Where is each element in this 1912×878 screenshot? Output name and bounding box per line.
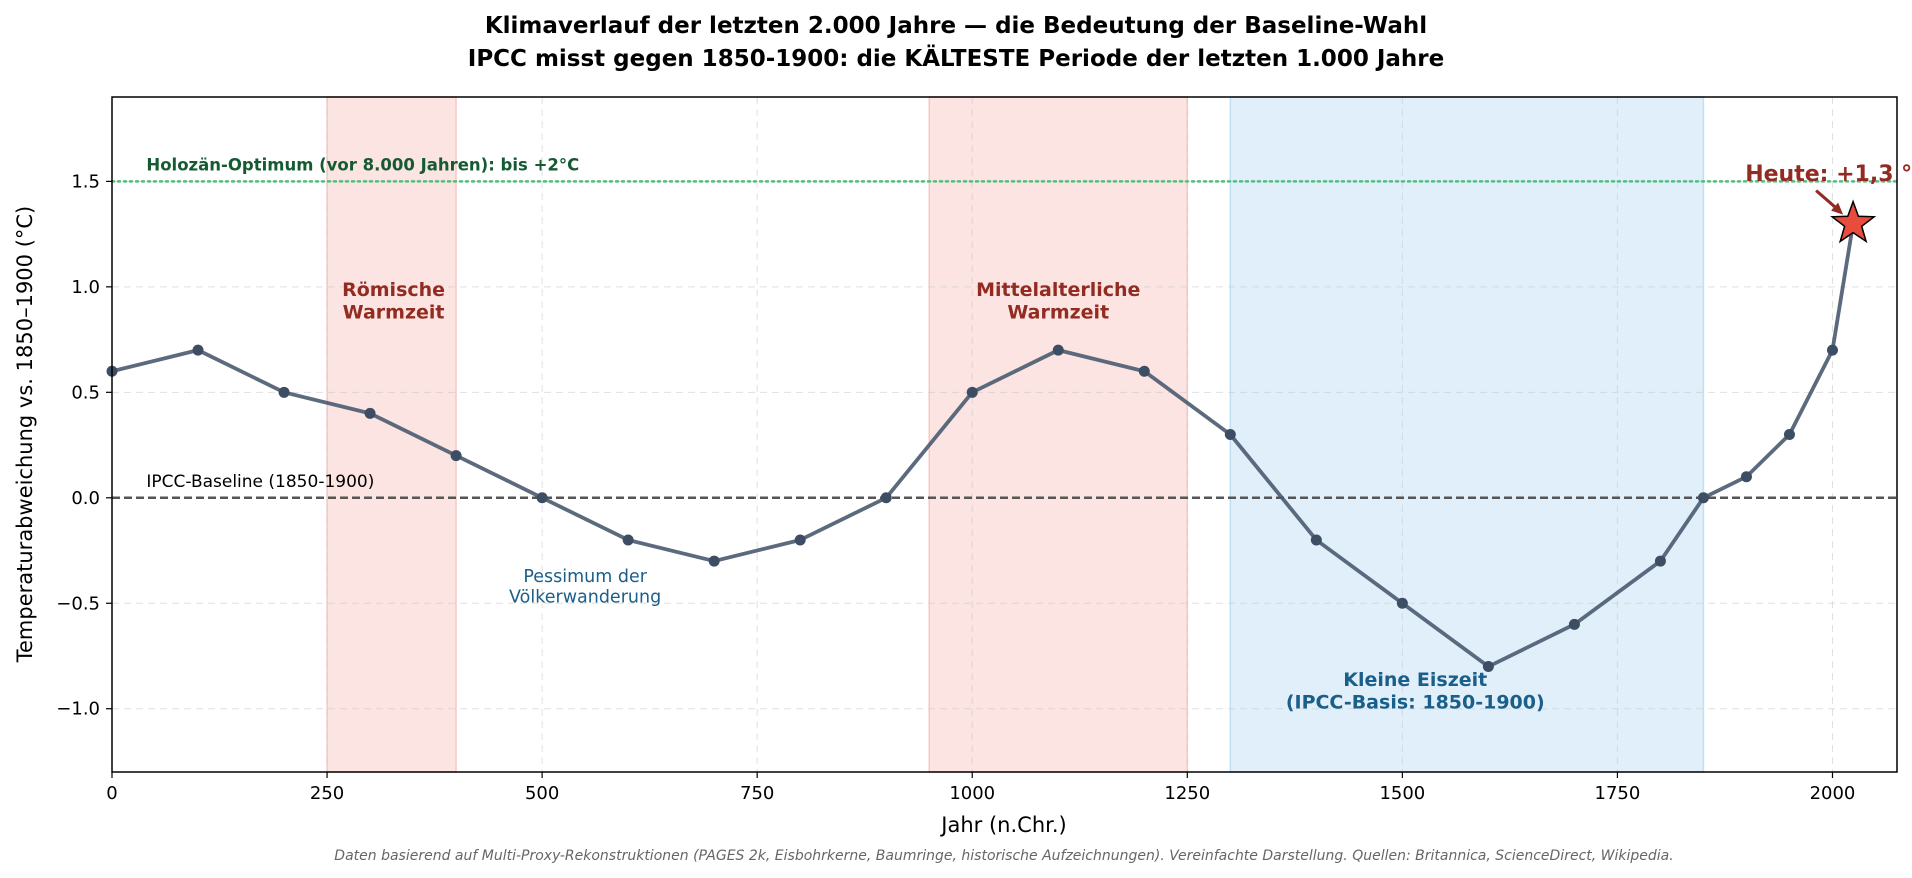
data-point [1482,661,1494,673]
data-point [536,492,548,504]
annotation-pessimum: Pessimum der Völkerwanderung [509,567,661,608]
data-point [278,386,290,398]
x-tick-label: 750 [740,783,774,804]
label-ipcc-baseline: IPCC-Baseline (1850-1900) [146,472,374,492]
x-axis-label: Jahr (n.Chr.) [939,813,1066,837]
x-tick-label: 2000 [1810,783,1856,804]
data-point [1396,597,1408,609]
data-point [1052,344,1064,356]
label-kleine-eiszeit: Kleine Eiszeit (IPCC-Basis: 1850-1900) [1286,669,1545,713]
span-roemische-warmzeit [326,96,457,773]
y-tick-label: −1.0 [56,699,100,720]
data-point [192,344,204,356]
y-tick-label: −0.5 [56,593,100,614]
data-point [1310,534,1322,546]
data-point [1654,555,1666,567]
x-tick-label: 1500 [1379,783,1425,804]
data-point [1826,344,1838,356]
series-line [111,223,1856,669]
data-point [622,534,634,546]
label-holozaen-optimum: Holozän-Optimum (vor 8.000 Jahren): bis … [146,155,579,174]
y-tick-label: 1.0 [71,277,100,298]
data-point [1740,471,1752,483]
data-point [1138,365,1150,377]
chart-subtitle: IPCC misst gegen 1850-1900: die KÄLTESTE… [468,44,1444,72]
annotation-heute: Heute: +1,3 °C [1745,162,1912,187]
data-point [1224,429,1236,440]
data-point [1697,492,1709,504]
y-tick-label: 0.0 [71,488,100,509]
span-mittelalterliche-warmzeit [928,96,1189,773]
data-point [966,386,978,398]
data-point [1783,429,1795,440]
label-roemische-warmzeit: Römische Warmzeit [342,279,445,323]
x-tick-label: 0 [106,783,117,804]
x-tick-label: 250 [310,783,344,804]
annotation-arrowhead [1831,202,1844,215]
x-tick-label: 500 [525,783,559,804]
span-kleine-eiszeit [1229,96,1705,773]
x-tick-label: 1250 [1164,783,1210,804]
label-mittelalterliche-warmzeit: Mittelalterliche Warmzeit [976,279,1140,323]
data-point [1568,618,1580,630]
data-point [794,534,806,546]
data-point [450,450,462,462]
footnote: Daten basierend auf Multi-Proxy-Rekonstr… [334,848,1673,864]
x-tick-label: 1750 [1595,783,1641,804]
y-axis-label: Temperaturabweichung vs. 1850–1900 (°C) [13,206,37,664]
x-tick-label: 1000 [949,783,995,804]
y-tick-label: 0.5 [71,382,100,403]
y-tick-label: 1.5 [71,171,100,192]
data-point [364,407,376,419]
data-point [708,555,720,567]
chart-title: Klimaverlauf der letzten 2.000 Jahre — d… [485,13,1427,39]
plot-frame [111,96,1898,773]
data-point [880,492,892,504]
highlight-star-marker [1830,199,1877,244]
